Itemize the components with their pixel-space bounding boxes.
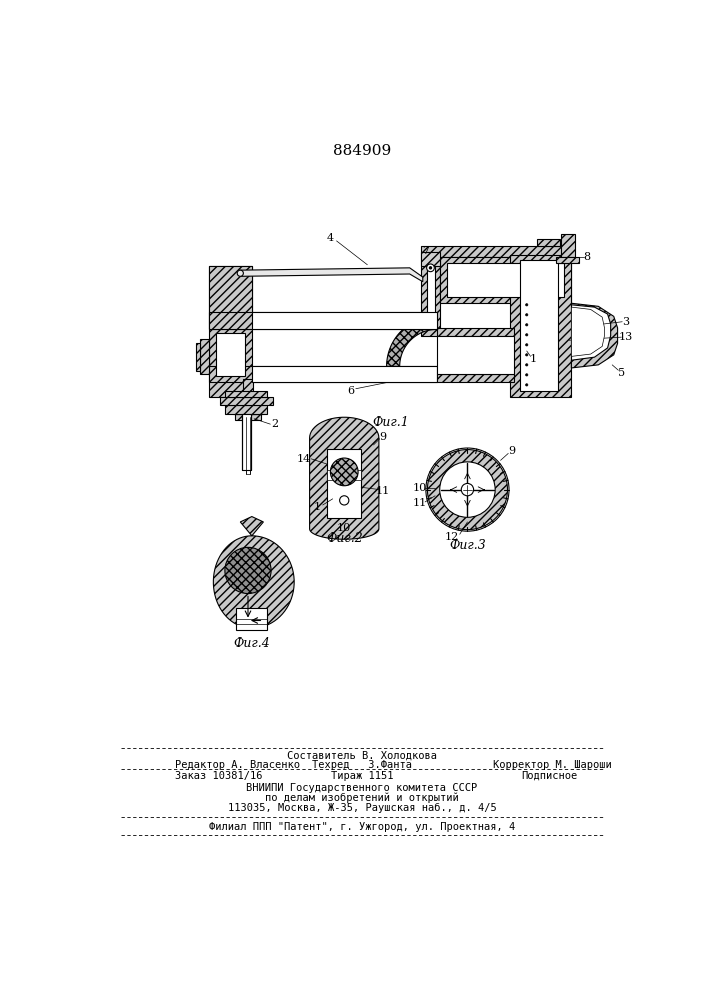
Bar <box>421 257 440 336</box>
Circle shape <box>525 324 528 326</box>
Bar <box>510 255 571 397</box>
Circle shape <box>428 450 508 530</box>
Polygon shape <box>387 316 437 366</box>
Bar <box>246 418 250 474</box>
Bar <box>556 257 579 263</box>
Circle shape <box>525 374 528 376</box>
Circle shape <box>525 344 528 346</box>
Bar <box>225 391 267 397</box>
Bar <box>327 449 361 518</box>
Text: 8: 8 <box>583 252 590 262</box>
Circle shape <box>525 334 528 336</box>
Text: по делам изобретений и открытий: по делам изобретений и открытий <box>265 792 459 803</box>
Bar <box>246 416 250 443</box>
Bar <box>537 239 560 246</box>
Text: Фиг.3: Фиг.3 <box>449 539 486 552</box>
Bar <box>216 333 245 376</box>
Text: Техред   З.Фанта: Техред З.Фанта <box>312 760 412 770</box>
Bar <box>440 257 571 303</box>
Bar <box>437 336 514 374</box>
Bar <box>447 263 563 297</box>
Circle shape <box>426 264 434 272</box>
Circle shape <box>339 496 349 505</box>
Bar <box>209 312 437 329</box>
Bar <box>252 312 437 329</box>
Bar <box>421 252 440 266</box>
Text: 10: 10 <box>413 483 427 493</box>
Text: Редактор А. Власенко: Редактор А. Власенко <box>175 760 300 770</box>
Bar <box>233 410 264 414</box>
Polygon shape <box>571 307 604 356</box>
Text: 12: 12 <box>445 532 459 542</box>
Bar <box>196 343 200 371</box>
Text: Корректор М. Шароши: Корректор М. Шароши <box>493 760 612 770</box>
Circle shape <box>330 458 358 486</box>
Circle shape <box>525 354 528 356</box>
Text: 7: 7 <box>422 246 429 256</box>
Circle shape <box>429 267 432 269</box>
Bar <box>561 234 575 257</box>
Bar <box>200 339 209 374</box>
Circle shape <box>238 270 243 276</box>
Text: Тираж 1151: Тираж 1151 <box>331 771 393 781</box>
Bar <box>327 470 361 480</box>
Bar <box>243 379 253 416</box>
Text: 3: 3 <box>621 317 629 327</box>
Bar <box>428 262 435 328</box>
Text: 113035, Москва, Ж-35, Раушская наб., д. 4/5: 113035, Москва, Ж-35, Раушская наб., д. … <box>228 803 496 813</box>
Text: 4: 4 <box>327 233 334 243</box>
Text: 5: 5 <box>618 368 625 378</box>
Bar <box>252 366 437 382</box>
Polygon shape <box>240 268 423 282</box>
Circle shape <box>461 483 474 496</box>
Bar <box>242 414 251 470</box>
Text: 10: 10 <box>337 523 351 533</box>
Text: 9: 9 <box>379 432 386 442</box>
Text: 13: 13 <box>618 332 633 342</box>
Text: ВНИИПИ Государственного комитета СССР: ВНИИПИ Государственного комитета СССР <box>246 783 477 793</box>
Text: 11: 11 <box>413 498 427 508</box>
Bar <box>225 405 267 414</box>
Bar <box>219 397 274 405</box>
Text: 6: 6 <box>347 386 354 396</box>
Circle shape <box>525 314 528 316</box>
Bar <box>437 374 514 382</box>
Text: Подписное: Подписное <box>521 771 578 781</box>
Text: 11: 11 <box>375 486 390 496</box>
Text: Составитель В. Холодкова: Составитель В. Холодкова <box>287 750 437 760</box>
Bar <box>235 414 261 420</box>
Text: 1: 1 <box>530 354 537 364</box>
Polygon shape <box>310 417 379 539</box>
Circle shape <box>525 364 528 366</box>
Text: Филиал ППП "Патент", г. Ужгород, ул. Проектная, 4: Филиал ППП "Патент", г. Ужгород, ул. Про… <box>209 822 515 832</box>
Circle shape <box>440 462 495 517</box>
Bar <box>520 260 559 391</box>
Text: 1: 1 <box>314 502 321 512</box>
Text: Фиг.1: Фиг.1 <box>372 416 409 429</box>
Text: Заказ 10381/16: Заказ 10381/16 <box>175 771 262 781</box>
Bar <box>421 246 568 257</box>
Bar <box>236 608 267 630</box>
Circle shape <box>525 304 528 306</box>
Text: Фиг.4: Фиг.4 <box>233 637 270 650</box>
Text: Фиг.2: Фиг.2 <box>326 532 363 545</box>
Polygon shape <box>214 517 294 628</box>
Text: 884909: 884909 <box>333 144 391 158</box>
Bar <box>209 266 252 397</box>
Polygon shape <box>571 303 618 368</box>
Bar <box>437 328 514 336</box>
Bar <box>209 266 252 329</box>
Circle shape <box>225 547 271 594</box>
Text: 9: 9 <box>508 446 515 456</box>
Text: 2: 2 <box>271 419 279 429</box>
Circle shape <box>525 384 528 386</box>
Bar <box>209 366 437 382</box>
Text: 14: 14 <box>297 454 311 464</box>
